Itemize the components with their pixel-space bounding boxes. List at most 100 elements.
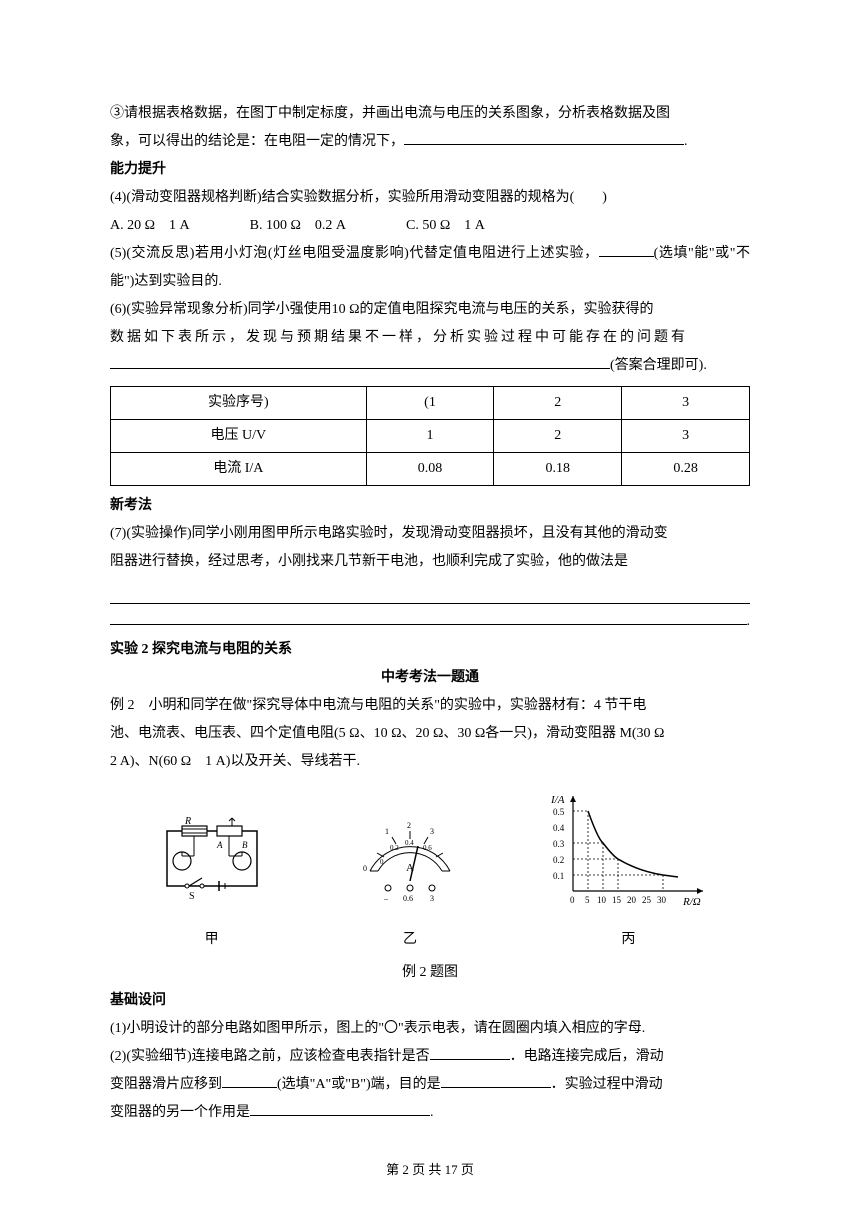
r2c1: 电流 I/A: [111, 453, 367, 486]
ex2-line3: 2 A)、N(60 Ω 1 A)以及开关、导线若干.: [110, 748, 750, 776]
r1c4: 3: [622, 420, 750, 453]
sq1: (1)小明设计的部分电路如图甲所示，图上的"〇"表示电表，请在圆圈内填入相应的字…: [110, 1015, 750, 1043]
r1c3: 2: [494, 420, 622, 453]
ex2-line2: 池、电流表、电压表、四个定值电阻(5 Ω、10 Ω、20 Ω、30 Ω各一只)，…: [110, 720, 750, 748]
q7-blank1[interactable]: [110, 580, 750, 604]
ex2-line1: 例 2 小明和同学在做"探究导体中电流与电阻的关系"的实验中，实验器材有：4 节…: [110, 692, 750, 720]
sq2-line2: 变阻器滑片应移到 (选填"A"或"B")端，目的是 ．实验过程中滑动: [110, 1071, 750, 1099]
q4-optC[interactable]: C. 50 Ω 1 A: [406, 212, 485, 240]
m2: 2: [407, 821, 411, 830]
xt4: 20: [627, 895, 637, 905]
table-row: 电流 I/A 0.08 0.18 0.28: [111, 453, 750, 486]
q4-optA[interactable]: A. 20 Ω 1 A: [110, 212, 190, 240]
m1: 1: [385, 827, 389, 836]
r1c2: 1: [366, 420, 494, 453]
figures-row: R P A B S 甲: [110, 791, 750, 954]
xt1: 5: [585, 895, 590, 905]
q6-blank-line: (答案合理即可).: [110, 352, 750, 380]
q5: (5)(交流反思)若用小灯泡(灯丝电阻受温度影响)代替定值电阻进行上述实验，(选…: [110, 240, 750, 296]
fig-yi: 0 1 2 3 0 0.2 0.4 0.6 A – 0.6 3 乙: [350, 816, 470, 954]
sq2-l2post: ．实验过程中滑动: [551, 1077, 663, 1092]
table-row: 电压 U/V 1 2 3: [111, 420, 750, 453]
q4-text: (4)(滑动变阻器规格判断)结合实验数据分析，实验所用滑动变阻器的规格为( ): [110, 184, 750, 212]
label-B: B: [242, 840, 248, 850]
table-row: 实验序号) (1 2 3: [111, 387, 750, 420]
q5-pre: (5)(交流反思)若用小灯泡(灯丝电阻受温度影响)代替定值电阻进行上述实验，: [110, 246, 599, 261]
m06b: 0.6: [403, 894, 413, 903]
section-ability: 能力提升: [110, 156, 750, 184]
r2c2: 0.08: [366, 453, 494, 486]
q4-options: A. 20 Ω 1 A B. 100 Ω 0.2 A C. 50 Ω 1 A: [110, 212, 750, 240]
sq2-blank2[interactable]: [222, 1087, 277, 1088]
sq2-l2pre: 变阻器滑片应移到: [110, 1077, 222, 1092]
sq2-pre: (2)(实验细节)连接电路之前，应该检查电表指针是否: [110, 1049, 430, 1064]
xt5: 25: [642, 895, 652, 905]
sq2-l3post: .: [430, 1105, 434, 1120]
r2c4: 0.28: [622, 453, 750, 486]
q7-blank2-line: .: [110, 608, 750, 636]
section-new: 新考法: [110, 492, 750, 520]
m06: 0.6: [423, 844, 432, 852]
mneg: –: [383, 894, 389, 903]
q5-blank[interactable]: [599, 256, 654, 257]
xt6: 30: [657, 895, 667, 905]
yt1: 0.4: [553, 823, 565, 833]
sq2-mid1: ．电路连接完成后，滑动: [510, 1049, 664, 1064]
sq2-line3: 变阻器的另一个作用是.: [110, 1099, 750, 1127]
label-A: A: [216, 840, 223, 850]
m0b: 0: [380, 858, 384, 866]
circuit-diagram: R P A B S: [147, 816, 277, 911]
q7-line1: (7)(实验操作)同学小刚用图甲所示电路实验时，发现滑动变阻器损坏，且没有其他的…: [110, 520, 750, 548]
q3-line1: ③请根据表格数据，在图丁中制定标度，并画出电流与电压的关系图象，分析表格数据及图: [110, 100, 750, 128]
th3: 2: [494, 387, 622, 420]
yt0: 0.5: [553, 807, 565, 817]
q6-line1: (6)(实验异常现象分析)同学小强使用10 Ω的定值电阻探究电流与电压的关系，实…: [110, 296, 750, 324]
yt3: 0.2: [553, 855, 564, 865]
sq2-l2mid: (选填"A"或"B")端，目的是: [277, 1077, 441, 1092]
q7-post: .: [747, 608, 751, 636]
data-table: 实验序号) (1 2 3 电压 U/V 1 2 3 电流 I/A 0.08 0.…: [110, 386, 750, 486]
y-axis: I/A: [550, 794, 565, 806]
section-basic: 基础设问: [110, 987, 750, 1015]
m3: 3: [430, 827, 434, 836]
q6-line2: 数据如下表所示，发现与预期结果不一样，分析实验过程中可能存在的问题有: [110, 324, 750, 352]
caption-jia: 甲: [147, 926, 277, 954]
sq2-blank3[interactable]: [441, 1087, 551, 1088]
r1c1: 电压 U/V: [111, 420, 367, 453]
r2c3: 0.18: [494, 453, 622, 486]
meter-A: A: [406, 862, 414, 874]
label-R: R: [184, 816, 191, 827]
fig-caption: 例 2 题图: [110, 959, 750, 987]
caption-bing: 丙: [543, 926, 713, 954]
page-footer: 第 2 页 共 17 页: [110, 1157, 750, 1183]
sq2-blank1[interactable]: [430, 1059, 510, 1060]
exam-method: 中考考法一题通: [110, 664, 750, 692]
x-axis: R/Ω: [682, 896, 701, 908]
sq2-l3pre: 变阻器的另一个作用是: [110, 1105, 250, 1120]
m02: 0.2: [390, 844, 399, 852]
xt3: 15: [612, 895, 622, 905]
q3-blank[interactable]: [404, 144, 684, 145]
xt2: 10: [597, 895, 607, 905]
q3-line2-post: .: [684, 134, 688, 149]
q7-line2: 阻器进行替换，经过思考，小刚找来几节新干电池，也顺利完成了实验，他的做法是: [110, 548, 750, 576]
q6-blank[interactable]: [110, 368, 610, 369]
q7-blank2[interactable]: [110, 624, 747, 625]
xt0: 0: [570, 895, 575, 905]
sq2-line1: (2)(实验细节)连接电路之前，应该检查电表指针是否 ．电路连接完成后，滑动: [110, 1043, 750, 1071]
th2: (1: [366, 387, 494, 420]
yt4: 0.1: [553, 871, 564, 881]
ammeter-diagram: 0 1 2 3 0 0.2 0.4 0.6 A – 0.6 3: [350, 816, 470, 911]
q3-line2-pre: 象，可以得出的结论是：在电阻一定的情况下，: [110, 134, 404, 149]
th4: 3: [622, 387, 750, 420]
yt2: 0.3: [553, 839, 565, 849]
m3c: 3: [430, 894, 434, 903]
fig-jia: R P A B S 甲: [147, 816, 277, 954]
fig-bing: I/A R/Ω 0.5 0.4 0.3 0.2 0.1 0 5 10 15: [543, 791, 713, 954]
label-S: S: [189, 891, 195, 902]
q6-post: (答案合理即可).: [610, 358, 707, 373]
sq2-blank4[interactable]: [250, 1115, 430, 1116]
q4-optB[interactable]: B. 100 Ω 0.2 A: [250, 212, 346, 240]
chart-bing: I/A R/Ω 0.5 0.4 0.3 0.2 0.1 0 5 10 15: [543, 791, 713, 911]
th1: 实验序号): [111, 387, 367, 420]
